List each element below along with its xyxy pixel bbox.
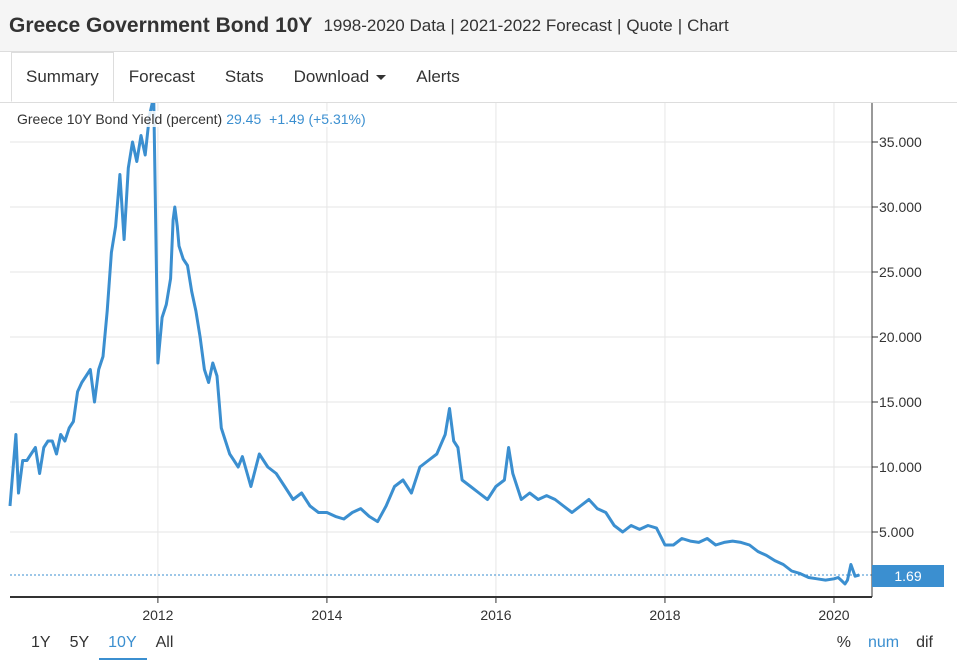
- tab-label: Download: [293, 67, 370, 86]
- tab-label: Stats: [224, 67, 264, 86]
- link-separator: |: [450, 15, 455, 35]
- x-axis-ticks: 2012 2014 2016 2018 2020: [142, 597, 850, 623]
- mode-button-num[interactable]: num: [867, 634, 900, 651]
- y-axis-ticks: 5.000 10.000 15.000 20.000 25.000 30.000 35.00…: [872, 134, 922, 540]
- tab-download[interactable]: Download: [279, 52, 402, 102]
- link-data[interactable]: 1998-2020 Data: [323, 15, 446, 35]
- x-tick-label: 2020: [818, 607, 849, 623]
- tab-label: Forecast: [128, 67, 195, 86]
- y-tick-label: 15.000: [879, 394, 922, 410]
- bond-yield-chart[interactable]: 5.000 10.000 15.000 20.000 25.000 30.000 35.00…: [0, 103, 957, 623]
- tab-stats[interactable]: Stats: [210, 52, 279, 102]
- x-tick-label: 2018: [649, 607, 680, 623]
- link-separator: |: [616, 15, 622, 35]
- legend-value: 29.45: [226, 111, 262, 127]
- range-button-10y[interactable]: 10Y: [99, 632, 147, 660]
- last-value-badge: 1.69: [872, 565, 944, 587]
- y-tick-label: 25.000: [879, 264, 922, 280]
- legend-change: +1.49 (+5.31%): [269, 111, 366, 127]
- mode-button-percent[interactable]: %: [836, 634, 851, 651]
- link-quote[interactable]: Quote: [626, 15, 673, 35]
- range-selector: 1Y 5Y 10Y All: [22, 632, 183, 660]
- chart-grid: [10, 103, 872, 597]
- tab-summary[interactable]: Summary: [11, 52, 114, 102]
- tab-bar: Summary Forecast Stats Download Alerts: [11, 52, 475, 102]
- tab-label: Alerts: [416, 67, 460, 86]
- x-tick-label: 2016: [480, 607, 511, 623]
- y-tick-label: 35.000: [879, 134, 922, 150]
- mode-selector: % num dif: [820, 634, 933, 652]
- mode-button-dif[interactable]: dif: [916, 634, 933, 651]
- link-forecast[interactable]: 2021-2022 Forecast: [459, 15, 612, 35]
- y-tick-label: 30.000: [879, 199, 922, 215]
- y-tick-label: 10.000: [879, 459, 922, 475]
- range-button-all[interactable]: All: [155, 634, 174, 651]
- x-tick-label: 2012: [142, 607, 173, 623]
- link-chart[interactable]: Chart: [687, 15, 729, 35]
- chevron-down-icon: [376, 74, 387, 80]
- range-button-5y[interactable]: 5Y: [69, 634, 90, 651]
- series-line: [8, 103, 860, 586]
- chart-legend: Greece 10Y Bond Yield (percent) 29.45 +1.…: [17, 111, 366, 127]
- tab-forecast[interactable]: Forecast: [114, 52, 210, 102]
- range-button-1y[interactable]: 1Y: [31, 634, 51, 651]
- chart-area[interactable]: 5.000 10.000 15.000 20.000 25.000 30.000 35.00…: [0, 103, 957, 670]
- link-separator: |: [677, 15, 683, 35]
- legend-series-name: Greece 10Y Bond Yield (percent): [17, 111, 223, 127]
- tab-label: Summary: [26, 67, 99, 86]
- tab-alerts[interactable]: Alerts: [401, 52, 474, 102]
- page-title: Greece Government Bond 10Y: [9, 13, 313, 37]
- y-tick-label: 5.000: [879, 524, 914, 540]
- title-links: 1998-2020 Data | 2021-2022 Forecast | Quote |…: [323, 16, 728, 36]
- x-tick-label: 2014: [311, 607, 342, 623]
- title-bar: Greece Government Bond 10Y 1998-2020 Dat…: [0, 0, 957, 52]
- tabs-divider: [0, 102, 957, 103]
- y-tick-label: 20.000: [879, 329, 922, 345]
